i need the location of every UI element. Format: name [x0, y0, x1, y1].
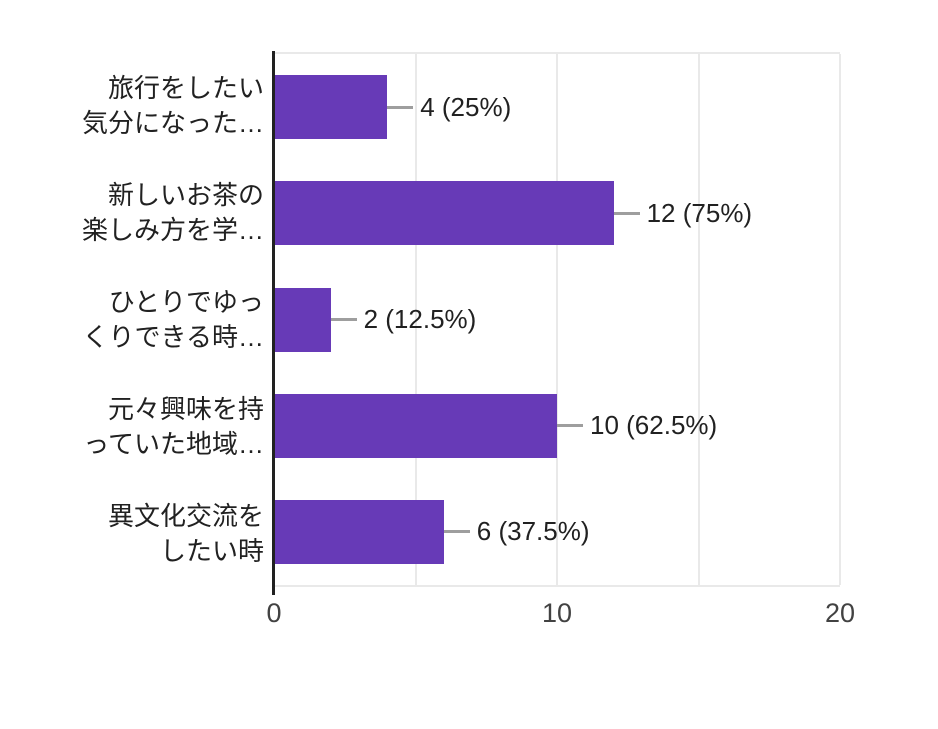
- bar-row: 6 (37.5%): [274, 479, 840, 585]
- bar[interactable]: [274, 499, 444, 564]
- bar[interactable]: [274, 287, 331, 352]
- bar-value-label: 4 (25%): [420, 91, 512, 122]
- gridline: [697, 54, 700, 585]
- bar[interactable]: [274, 75, 388, 140]
- category-labels: 旅行をしたい 気分になった… 新しいお茶の 楽しみ方を学… ひとりでゆっ くりできる…: [0, 52, 264, 587]
- leader-line: [330, 318, 357, 321]
- bar-value-label: 6 (37.5%): [476, 516, 590, 547]
- x-tick-label: 20: [824, 598, 856, 628]
- bar[interactable]: [274, 181, 614, 246]
- category-label: ひとりでゆっ くりできる時…: [82, 286, 264, 352]
- y-axis-line: [272, 51, 275, 595]
- bar-row: 2 (12.5%): [274, 266, 840, 372]
- plot-area: 4 (25%) 12 (75%) 2 (12.5%) 10 (62.5%) 6 (37.…: [274, 52, 841, 587]
- bar-row: 10 (62.5%): [274, 373, 840, 479]
- bar-value-label: 10 (62.5%): [590, 410, 718, 441]
- category-label: 新しいお茶の 楽しみ方を学…: [81, 179, 264, 245]
- category-label: 異文化交流を したい時: [107, 500, 264, 566]
- bar-value-label: 12 (75%): [646, 197, 753, 228]
- x-tick-label: 10: [541, 598, 573, 628]
- x-axis-ticks: 0 10 20: [266, 596, 855, 630]
- bar-rows: 4 (25%) 12 (75%) 2 (12.5%) 10 (62.5%) 6 (37.…: [274, 54, 840, 585]
- leader-line: [443, 530, 470, 534]
- leader-line: [613, 211, 640, 215]
- x-tick-label: 0: [266, 598, 282, 628]
- bar-value-label: 2 (12.5%): [363, 304, 477, 334]
- category-label: 元々興味を持 っていた地域…: [83, 393, 264, 459]
- bar-row: 12 (75%): [274, 160, 840, 266]
- gridline: [839, 54, 841, 585]
- bar-row: 4 (25%): [274, 54, 840, 160]
- gridlines: [274, 54, 841, 585]
- bar[interactable]: [274, 393, 557, 458]
- leader-line: [387, 105, 414, 109]
- gridline: [556, 54, 558, 585]
- leader-line: [557, 424, 583, 428]
- gridline: [414, 54, 417, 585]
- category-label: 旅行をしたい 気分になった…: [81, 72, 264, 138]
